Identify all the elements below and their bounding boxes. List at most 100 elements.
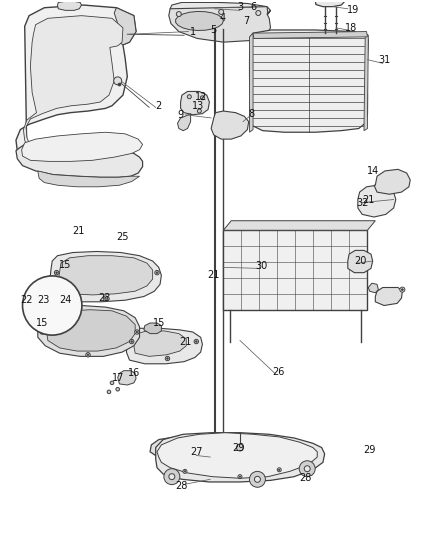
- Text: 29: 29: [364, 445, 376, 455]
- Circle shape: [279, 469, 280, 471]
- Polygon shape: [155, 433, 325, 482]
- Circle shape: [184, 471, 186, 472]
- Circle shape: [131, 341, 132, 342]
- Circle shape: [256, 11, 261, 15]
- Circle shape: [195, 341, 197, 342]
- Text: 18: 18: [345, 23, 357, 33]
- Polygon shape: [368, 283, 378, 293]
- Text: 4: 4: [219, 13, 226, 23]
- Polygon shape: [315, 0, 345, 6]
- Text: 23: 23: [37, 295, 49, 305]
- Circle shape: [238, 475, 242, 479]
- Circle shape: [177, 12, 181, 17]
- Text: 28: 28: [176, 481, 188, 491]
- Circle shape: [110, 381, 114, 385]
- Text: 22: 22: [20, 295, 32, 305]
- Text: 29: 29: [233, 442, 245, 453]
- Text: 6: 6: [251, 2, 257, 12]
- Circle shape: [116, 387, 120, 391]
- Polygon shape: [375, 287, 403, 305]
- Circle shape: [187, 95, 191, 99]
- Text: 15: 15: [152, 318, 165, 328]
- Circle shape: [164, 469, 180, 484]
- Text: 24: 24: [59, 295, 71, 305]
- Polygon shape: [127, 328, 202, 364]
- Polygon shape: [176, 11, 223, 30]
- Text: 8: 8: [249, 109, 255, 119]
- Text: 9: 9: [177, 110, 184, 120]
- Circle shape: [118, 83, 121, 86]
- Polygon shape: [38, 171, 140, 187]
- Polygon shape: [52, 293, 71, 305]
- Text: 1: 1: [190, 27, 196, 37]
- Polygon shape: [250, 30, 368, 132]
- Text: 31: 31: [378, 55, 390, 64]
- Circle shape: [103, 296, 108, 300]
- Circle shape: [56, 272, 57, 273]
- Circle shape: [237, 444, 244, 451]
- Text: 21: 21: [362, 195, 374, 205]
- Text: 20: 20: [355, 256, 367, 266]
- Text: 26: 26: [272, 367, 284, 377]
- Polygon shape: [211, 111, 249, 139]
- Text: 3: 3: [237, 2, 243, 12]
- Text: 14: 14: [367, 166, 379, 176]
- Circle shape: [87, 354, 89, 356]
- Circle shape: [304, 466, 310, 472]
- Circle shape: [198, 109, 201, 113]
- Polygon shape: [35, 297, 54, 309]
- Polygon shape: [348, 251, 373, 273]
- Text: 17: 17: [112, 373, 124, 383]
- Text: 23: 23: [99, 293, 111, 303]
- Polygon shape: [114, 7, 136, 45]
- Polygon shape: [38, 305, 140, 357]
- Circle shape: [156, 272, 158, 273]
- Polygon shape: [134, 331, 186, 357]
- Circle shape: [114, 77, 122, 85]
- Text: 32: 32: [356, 198, 368, 208]
- Polygon shape: [223, 221, 375, 230]
- Circle shape: [299, 461, 315, 477]
- Circle shape: [167, 358, 168, 359]
- Polygon shape: [170, 3, 271, 19]
- Text: 2: 2: [155, 101, 162, 111]
- Text: 15: 15: [59, 260, 71, 270]
- Circle shape: [250, 471, 265, 487]
- Polygon shape: [180, 92, 209, 115]
- Text: 21: 21: [179, 336, 191, 346]
- Polygon shape: [177, 114, 191, 131]
- Circle shape: [169, 474, 175, 480]
- Polygon shape: [250, 33, 253, 132]
- Circle shape: [41, 331, 43, 333]
- Circle shape: [201, 96, 205, 100]
- Polygon shape: [374, 169, 410, 194]
- Circle shape: [165, 357, 170, 361]
- Polygon shape: [223, 230, 367, 310]
- Circle shape: [135, 330, 139, 334]
- Circle shape: [22, 276, 82, 335]
- Text: 7: 7: [243, 16, 249, 26]
- Text: 5: 5: [211, 25, 217, 35]
- Text: 15: 15: [36, 318, 48, 328]
- Text: 27: 27: [190, 447, 202, 457]
- Text: 30: 30: [256, 261, 268, 271]
- Text: 19: 19: [347, 5, 360, 15]
- Polygon shape: [46, 310, 135, 351]
- Polygon shape: [58, 256, 152, 295]
- Circle shape: [219, 10, 224, 14]
- Circle shape: [401, 289, 403, 290]
- Polygon shape: [118, 370, 136, 385]
- Text: 21: 21: [208, 270, 220, 280]
- Polygon shape: [16, 5, 136, 159]
- Circle shape: [239, 476, 241, 478]
- Circle shape: [40, 330, 44, 334]
- Polygon shape: [358, 185, 396, 217]
- Polygon shape: [144, 323, 161, 334]
- Circle shape: [254, 477, 261, 482]
- Polygon shape: [23, 15, 123, 146]
- Circle shape: [155, 270, 159, 275]
- Text: 13: 13: [192, 101, 204, 111]
- Polygon shape: [253, 31, 367, 38]
- Circle shape: [183, 470, 187, 473]
- Circle shape: [400, 287, 405, 292]
